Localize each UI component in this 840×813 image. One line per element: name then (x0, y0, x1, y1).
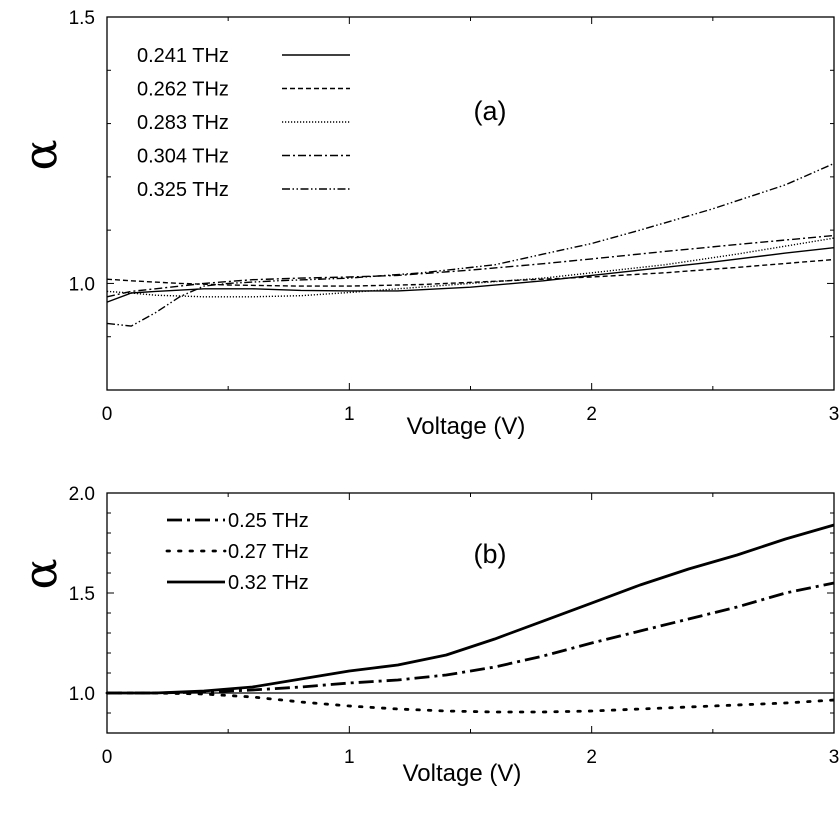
y-tick-label: 1.5 (69, 584, 95, 605)
x-tick-label: 0 (102, 747, 113, 768)
series-line-1 (107, 581, 835, 695)
x-axis-label-b: Voltage (V) (403, 760, 522, 787)
series-line-5 (106, 162, 835, 327)
plot-frame-b (106, 492, 835, 734)
legend-label-2: 0.262 THz (137, 79, 229, 101)
legend-label-4: 0.304 THz (137, 146, 229, 168)
y-axis-label-a: α (13, 139, 67, 170)
panel-label-b: (b) (474, 539, 507, 569)
panel-label-a: (a) (474, 96, 507, 126)
x-tick-label: 3 (829, 747, 840, 768)
series-line-3 (106, 237, 835, 298)
panel-b: 0 1 2 3 1.0 1.5 2.0 0.25 THz 0.27 THz 0.32 THz (… (13, 484, 839, 787)
y-tick-label: 1.5 (69, 8, 95, 29)
x-axis-label-a: Voltage (V) (407, 413, 526, 440)
legend-label-2: 0.27 THz (228, 541, 309, 563)
legend-label-5: 0.325 THz (137, 179, 229, 201)
panel-a: 0 1 2 3 1.0 1.5 0.241 THz 0.262 THz 0.283 THz 0.… (13, 8, 839, 440)
series-line-1 (106, 247, 835, 303)
y-axis-label-b: α (13, 558, 67, 589)
x-tick-label: 2 (586, 747, 597, 768)
x-tick-label: 2 (586, 404, 597, 425)
y-tick-label: 2.0 (69, 484, 95, 505)
x-tick-label: 1 (344, 404, 355, 425)
series-line-2 (106, 258, 835, 287)
y-tick-label: 1.0 (69, 684, 95, 705)
legend-label-3: 0.32 THz (228, 572, 309, 594)
legend-label-1: 0.241 THz (137, 45, 229, 67)
x-tick-label: 0 (102, 404, 113, 425)
y-tick-label: 1.0 (69, 274, 95, 295)
series-line-3 (107, 523, 835, 695)
legend-label-1: 0.25 THz (228, 510, 309, 532)
legend-label-3: 0.283 THz (137, 112, 229, 134)
x-tick-label: 1 (344, 747, 355, 768)
series-line-2 (105, 691, 836, 714)
x-tick-label: 3 (829, 404, 840, 425)
plot-frame-a (106, 16, 835, 391)
